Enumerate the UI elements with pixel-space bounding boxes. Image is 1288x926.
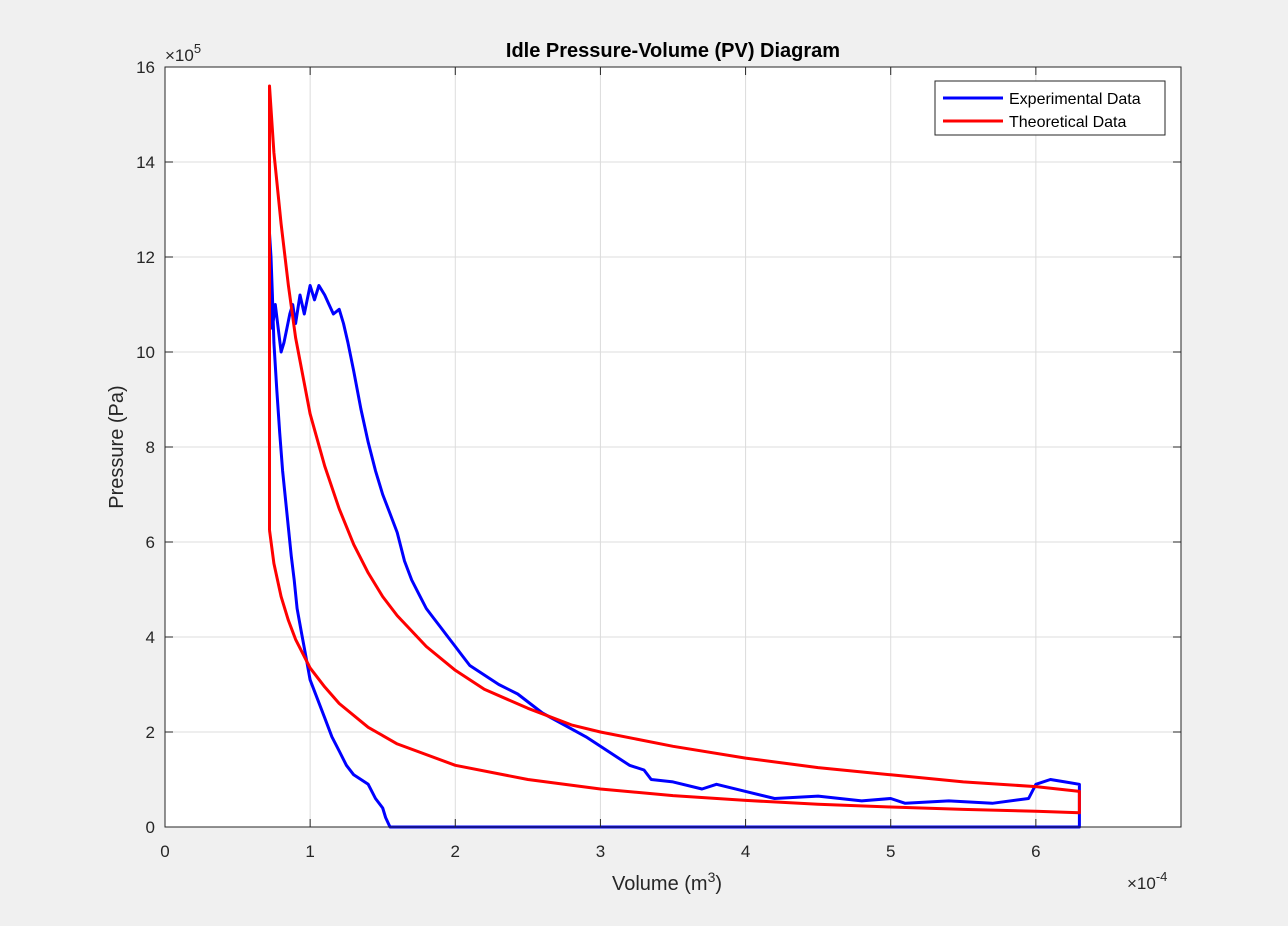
y-axis-exponent: ×105 xyxy=(165,41,201,65)
x-exponent-power: -4 xyxy=(1156,869,1168,884)
x-tick-label: 5 xyxy=(886,842,895,861)
y-tick-label: 2 xyxy=(146,723,155,742)
x-tick-label: 4 xyxy=(741,842,750,861)
y-tick-label: 10 xyxy=(136,343,155,362)
x-axis-label-close: ) xyxy=(715,873,722,895)
x-tick-label: 6 xyxy=(1031,842,1040,861)
y-tick-label: 6 xyxy=(146,533,155,552)
x-tick-label: 0 xyxy=(160,842,169,861)
series-theoretical-line xyxy=(268,84,1081,815)
x-tick-label: 1 xyxy=(305,842,314,861)
legend-box xyxy=(934,80,1166,136)
x-exponent-base: ×10 xyxy=(1127,874,1156,893)
series-experimental-line xyxy=(268,233,1081,829)
y-tick-label: 0 xyxy=(146,818,155,837)
x-tick-label: 2 xyxy=(451,842,460,861)
y-tick-label: 8 xyxy=(146,438,155,457)
legend: Experimental Data Theoretical Data xyxy=(934,80,1166,136)
y-tick-label: 14 xyxy=(136,153,155,172)
chart-title: Idle Pressure-Volume (PV) Diagram xyxy=(506,40,840,62)
x-axis-label-main: Volume (m xyxy=(612,873,708,895)
y-axis-label: Pressure (Pa) xyxy=(106,385,128,508)
x-axis-exponent: ×10-4 xyxy=(1127,869,1167,893)
series-layer xyxy=(268,84,1081,829)
y-exponent-base: ×10 xyxy=(165,46,194,65)
x-axis-label: Volume (m3) xyxy=(612,869,722,895)
legend-label-theoretical: Theoretical Data xyxy=(1009,114,1126,131)
x-axis-label-superscript: 3 xyxy=(708,869,716,885)
y-tick-label: 12 xyxy=(136,248,155,267)
x-tick-label: 3 xyxy=(596,842,605,861)
y-tick-label: 4 xyxy=(146,628,155,647)
legend-label-experimental: Experimental Data xyxy=(1009,91,1141,108)
y-tick-label: 16 xyxy=(136,58,155,77)
y-exponent-power: 5 xyxy=(194,41,201,56)
